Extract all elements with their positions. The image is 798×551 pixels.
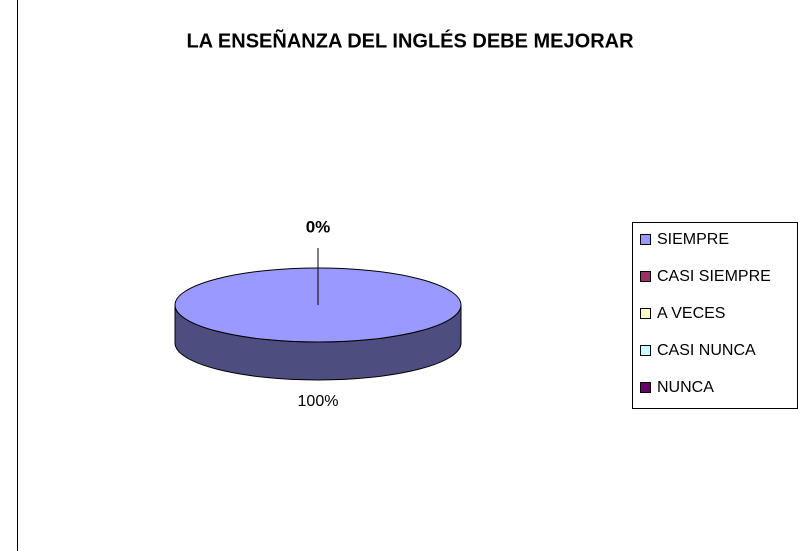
legend-label: SIEMPRE bbox=[657, 231, 729, 248]
legend-label: CASI NUNCA bbox=[657, 342, 756, 359]
data-label: 0% bbox=[306, 217, 331, 236]
legend-label: A VECES bbox=[657, 305, 725, 322]
data-label: 100% bbox=[298, 393, 339, 410]
legend-swatch bbox=[640, 271, 651, 282]
chart-title: LA ENSEÑANZA DEL INGLÉS DEBE MEJORAR bbox=[186, 29, 634, 52]
legend-swatch bbox=[640, 308, 651, 319]
legend-swatch bbox=[640, 345, 651, 356]
legend-label: CASI SIEMPRE bbox=[657, 268, 771, 285]
legend-box bbox=[632, 222, 798, 409]
legend-label: NUNCA bbox=[657, 379, 714, 396]
legend-swatch bbox=[640, 382, 651, 393]
legend-swatch bbox=[640, 234, 651, 245]
